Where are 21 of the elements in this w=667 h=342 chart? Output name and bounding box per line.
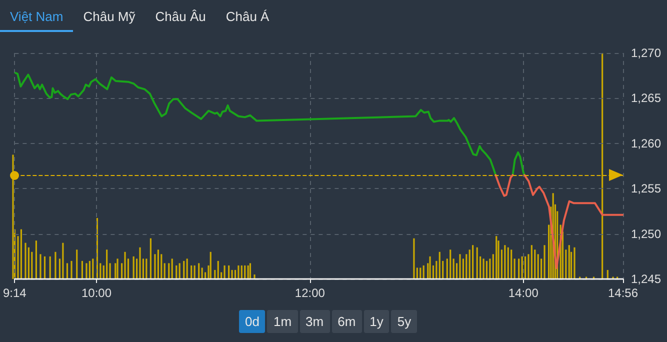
range-button[interactable]: 5y (391, 310, 418, 333)
x-tick-label: 10:00 (81, 286, 112, 300)
y-tick-label: 1,265 (631, 91, 662, 106)
y-tick-label: 1,270 (631, 46, 662, 60)
tab[interactable]: Việt Nam (0, 9, 74, 32)
range-button[interactable]: 1m (267, 310, 298, 333)
y-tick-label: 1,255 (631, 182, 662, 196)
range-button[interactable]: 0d (239, 310, 266, 333)
tab[interactable]: Châu Mỹ (73, 9, 146, 32)
x-tick-label: 9:14 (3, 286, 27, 300)
y-tick-label: 1,250 (631, 226, 662, 241)
tab[interactable]: Châu Á (216, 9, 280, 32)
y-tick-label: 1,245 (631, 272, 662, 286)
y-tick-label: 1,260 (631, 136, 662, 150)
range-button[interactable]: 6m (332, 310, 362, 333)
range-button[interactable]: 1y (364, 310, 390, 333)
range-button[interactable]: 3m (300, 310, 330, 333)
tab[interactable]: Châu Âu (145, 9, 216, 32)
x-tick-label: 12:00 (294, 286, 326, 300)
x-tick-label: 14:00 (508, 286, 539, 300)
x-tick-label: 14:56 (608, 286, 638, 300)
